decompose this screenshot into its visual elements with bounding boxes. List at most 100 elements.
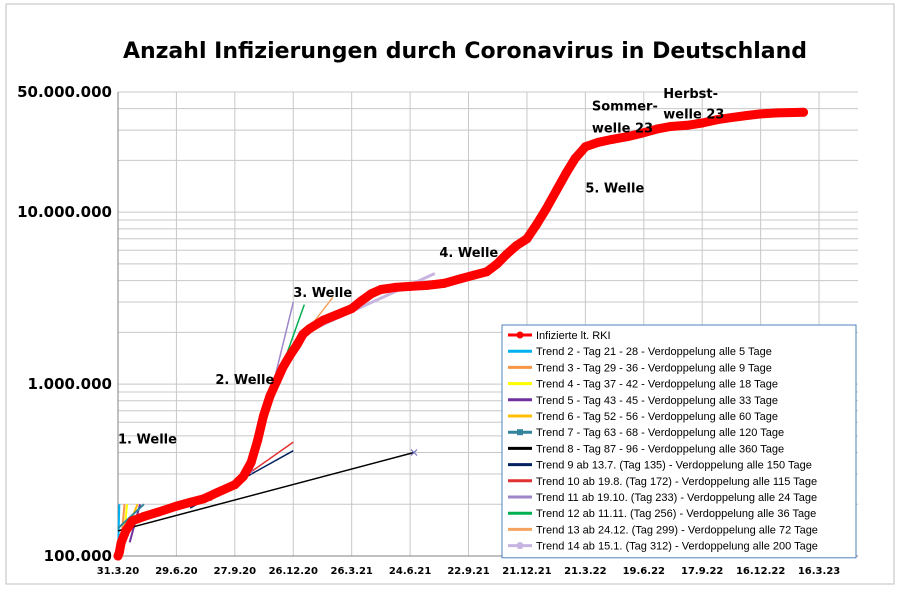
data-point [798,107,808,117]
data-point [439,278,449,288]
x-tick-label: 22.9.21 [447,566,489,577]
data-point [756,109,766,119]
data-point [304,324,314,334]
data-point [366,289,376,299]
trend-line [117,503,145,529]
data-point [272,375,282,385]
x-tick-label: 31.3.20 [97,566,139,577]
legend-label: Trend 11 ab 19.10. (Tag 233) - Verdoppel… [536,492,817,504]
data-point [265,391,275,401]
data-point [482,267,492,277]
data-point [772,108,782,118]
data-point [682,120,692,130]
data-point [593,137,603,147]
wave-label: welle 23 [592,122,653,137]
data-point [139,511,149,521]
data-point [114,547,124,557]
data-point [185,497,195,507]
x-tick-label: 16.12.22 [736,566,785,577]
data-point [607,134,617,144]
wave-label: 5. Welle [585,182,644,197]
wave-label: Sommer- [592,100,658,115]
data-point [522,234,532,244]
x-tick-label: 29.6.20 [155,566,197,577]
wave-label: 3. Welle [293,286,352,301]
data-point [712,115,722,125]
data-point [562,168,572,178]
data-point [469,270,479,280]
x-tick-label: 27.9.20 [214,566,256,577]
wave-label: 4. Welle [439,246,498,261]
data-point [246,457,256,467]
wave-label: Herbst- [663,87,718,102]
legend-label: Trend 9 ab 13.7. (Tag 135) - Verdoppelun… [536,460,812,472]
y-tick-label: 50.000.000 [17,83,112,101]
data-point [726,113,736,123]
data-point [422,280,432,290]
data-point [541,204,551,214]
data-point [639,128,649,138]
y-tick-label: 10.000.000 [17,203,112,221]
y-tick-label: 1.000.000 [28,375,112,393]
legend-label: Trend 14 ab 15.1. (Tag 312) - Verdoppelu… [536,541,818,553]
data-point [789,107,799,117]
data-point [116,537,126,547]
data-point [697,118,707,128]
legend-label: Trend 2 - Tag 21 - 28 - Verdoppelung all… [536,346,772,358]
data-point [570,154,580,164]
x-tick-label: 19.6.22 [623,566,665,577]
data-point [298,329,308,339]
data-point [284,351,294,361]
data-point [278,362,288,372]
data-point [532,219,542,229]
data-point [238,472,248,482]
data-point [333,309,343,319]
legend-label: Trend 13 ab 24.12. (Tag 299) - Verdoppel… [536,524,818,536]
legend: Infizierte lt. RKI Trend 2 - Tag 21 - 28 … [501,324,857,559]
wave-label: 1. Welle [118,433,177,448]
x-tick-label: 26.3.21 [330,566,372,577]
legend-label: Infizierte lt. RKI [536,330,611,342]
annotations: 1. Welle 2. Welle 3. Welle 4. Welle 5. Welle… [118,87,724,447]
data-point [512,240,522,250]
legend-label: Trend 12 ab 11.11. (Tag 256) - Verdoppel… [536,508,816,520]
legend-marker [517,429,523,436]
legend-label: Trend 4 - Tag 37 - 42 - Verdoppelung all… [536,379,778,391]
data-point [318,315,328,325]
data-point [253,435,263,445]
data-point [652,124,662,134]
data-point [347,304,357,314]
data-point [492,259,502,269]
data-point [199,494,209,504]
data-point [502,249,512,259]
trend-line [117,451,415,532]
main-series [113,107,808,561]
data-point [390,282,400,292]
x-tick-label: 21.12.21 [502,566,551,577]
data-point [153,507,163,517]
x-tick-label: 24.6.21 [389,566,431,577]
data-point [292,339,302,349]
y-tick-label: 100.000 [44,547,112,565]
data-point [121,526,131,536]
x-tick-label: 21.3.22 [564,566,606,577]
data-point [405,281,415,291]
legend-marker [516,542,524,550]
x-tick-label: 26.12.20 [269,566,318,577]
data-point [742,110,752,120]
legend-marker [516,331,524,339]
data-point [580,142,590,152]
data-point [376,284,386,294]
x-tick-label: 17.9.22 [681,566,723,577]
legend-label: Trend 8 - Tag 87 - 96 - Verdoppelung all… [536,443,784,455]
data-point [356,296,366,306]
data-point [230,480,240,490]
data-point [213,487,223,497]
data-point [623,132,633,142]
legend-label: Trend 7 - Tag 63 - 68 - Verdoppelung all… [536,427,784,439]
data-point [127,516,137,526]
legend-label: Trend 3 - Tag 29 - 36 - Verdoppelung all… [536,362,772,374]
wave-label: welle 23 [663,108,724,123]
legend-box [501,324,857,559]
